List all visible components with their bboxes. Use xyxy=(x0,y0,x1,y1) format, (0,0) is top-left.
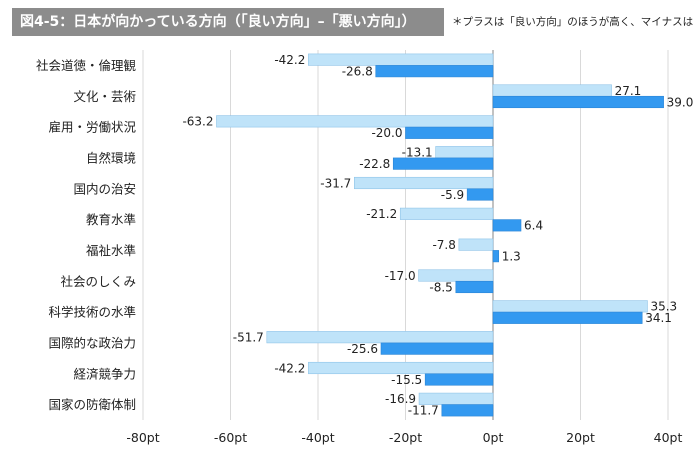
data-label: -8.5 xyxy=(429,280,452,294)
data-label: -42.2 xyxy=(274,361,305,375)
x-tick-label: -40pt xyxy=(301,430,334,445)
bar-series-2 xyxy=(492,219,522,232)
x-tick-label: -60pt xyxy=(214,430,247,445)
category-label: 国家の防衛体制 xyxy=(48,397,136,412)
bar-series-1 xyxy=(458,238,494,251)
bar-series-2 xyxy=(441,404,494,417)
data-label: -31.7 xyxy=(320,176,351,190)
data-label: -13.1 xyxy=(402,145,433,159)
bar-series-2 xyxy=(375,65,494,78)
x-tick-label: 0pt xyxy=(483,430,504,445)
data-label: -22.8 xyxy=(359,157,390,171)
data-label: 34.1 xyxy=(645,311,672,325)
data-label: -11.7 xyxy=(408,404,439,418)
bar-series-2 xyxy=(492,250,499,263)
bar-series-1 xyxy=(216,115,494,128)
data-label: -17.0 xyxy=(385,269,416,283)
bar-series-2 xyxy=(492,311,643,324)
data-label: -7.8 xyxy=(432,238,455,252)
data-label: -63.2 xyxy=(182,115,213,129)
bar-series-2 xyxy=(392,157,494,170)
bar-series-2 xyxy=(455,280,494,294)
category-label: 科学技術の水準 xyxy=(48,305,136,320)
bar-series-2 xyxy=(405,126,494,139)
bar-series-1 xyxy=(266,331,494,344)
data-label: -51.7 xyxy=(233,330,264,344)
data-label: -26.8 xyxy=(342,64,373,78)
data-label: -25.6 xyxy=(347,342,378,356)
bar-series-2 xyxy=(424,373,494,386)
x-tick-label: -20pt xyxy=(389,430,422,445)
category-label: 自然環境 xyxy=(86,150,136,165)
data-label: -20.0 xyxy=(371,126,402,140)
bar-series-1 xyxy=(435,146,494,159)
category-label: 福祉水準 xyxy=(86,243,136,258)
category-label: 経済競争力 xyxy=(73,366,136,381)
x-tick-label: -80pt xyxy=(126,430,159,445)
bar-series-2 xyxy=(380,342,494,355)
bar-series-2 xyxy=(466,188,494,201)
bar-series-1 xyxy=(354,176,494,190)
data-label: 39.0 xyxy=(667,95,694,109)
figure-note: ＊プラスは「良い方向」のほうが高く、マイナスは xyxy=(452,16,694,28)
data-label: 27.1 xyxy=(615,84,642,98)
bar-series-1 xyxy=(308,361,494,375)
data-label: -5.9 xyxy=(441,188,464,202)
x-tick-label: 20pt xyxy=(566,430,595,445)
data-label: -15.5 xyxy=(391,373,422,387)
data-label: -16.9 xyxy=(385,392,416,406)
data-label: 6.4 xyxy=(524,219,543,233)
x-tick-label: 40pt xyxy=(654,430,683,445)
category-label: 社会道徳・倫理観 xyxy=(36,58,137,73)
data-label: 1.3 xyxy=(502,249,521,263)
bar-series-1 xyxy=(308,53,494,66)
bar-series-1 xyxy=(492,84,612,97)
bar-series-1 xyxy=(492,300,648,313)
data-label: -42.2 xyxy=(274,53,305,67)
bar-series-1 xyxy=(399,207,494,220)
category-label: 国内の治安 xyxy=(73,181,136,196)
category-label: 教育水準 xyxy=(86,212,136,227)
category-label: 社会のしくみ xyxy=(60,274,136,289)
figure-title: 図4-5：日本が向かっている方向（「良い方向」–「悪い方向」） xyxy=(12,8,444,36)
data-label: -21.2 xyxy=(366,207,397,221)
bar-series-2 xyxy=(492,95,664,109)
category-label: 文化・芸術 xyxy=(73,89,136,104)
category-label: 雇用・労働状況 xyxy=(48,120,136,135)
category-label: 国際的な政治力 xyxy=(48,335,136,350)
data-label: 35.3 xyxy=(650,300,677,314)
